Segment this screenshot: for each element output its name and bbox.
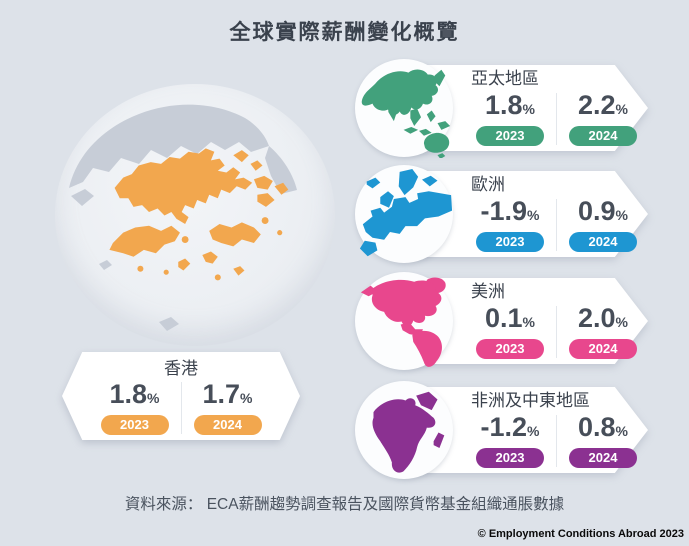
hong-kong-card: 香港 1.8% 2023 1.7% 2024	[62, 352, 300, 440]
asia-pacific-map	[361, 69, 451, 158]
divider	[556, 306, 557, 358]
values-row: -1.9% 2023 0.9% 2024	[467, 196, 649, 252]
card-content: 非洲及中東地區 -1.2% 2023 0.8% 2024	[467, 391, 649, 468]
percent-sign: %	[615, 101, 628, 117]
value-number: -1.9	[480, 196, 528, 226]
world-map-fragment	[69, 104, 297, 331]
africa-middle-east-land	[372, 391, 445, 473]
year-badge-2024: 2024	[569, 126, 637, 146]
value-column-2023: -1.2% 2023	[467, 412, 553, 468]
americas-map	[360, 277, 446, 367]
year-badge-2023: 2023	[476, 339, 544, 359]
percent-sign: %	[240, 390, 253, 406]
region-name: 亞太地區	[471, 69, 539, 88]
value-number: 0.8	[578, 412, 616, 442]
value-number: 0.9	[578, 196, 616, 226]
percent-sign: %	[522, 101, 535, 117]
hong-kong-territory	[109, 148, 289, 281]
value-2023: 1.8%	[467, 90, 553, 124]
percent-sign: %	[147, 390, 160, 406]
value-column-2024: 1.7% 2024	[185, 379, 271, 435]
value-2024: 0.9%	[560, 196, 646, 230]
value-number: 1.8	[109, 379, 148, 409]
value-column-2024: 2.0% 2024	[560, 303, 646, 359]
africa-middle-east-map	[372, 391, 445, 473]
value-column-2023: -1.9% 2023	[467, 196, 553, 252]
asia-pacific-land	[361, 69, 451, 158]
year-badge-2024: 2024	[569, 448, 637, 468]
world-land-gray	[69, 104, 297, 331]
value-number: -1.2	[480, 412, 528, 442]
value-number: 1.8	[485, 90, 523, 120]
region-card-asia-pacific: 亞太地區 1.8% 2023 2.2% 2024	[355, 58, 648, 158]
region-name: 美洲	[471, 282, 505, 301]
percent-sign: %	[615, 423, 628, 439]
year-badge-2024: 2024	[193, 415, 262, 435]
hong-kong-map	[109, 148, 289, 281]
copyright-note: © Employment Conditions Abroad 2023	[477, 528, 684, 540]
year-badge-2023: 2023	[476, 126, 544, 146]
values-row: 1.8% 2023 2.2% 2024	[467, 90, 649, 146]
percent-sign: %	[527, 423, 540, 439]
region-name: 香港	[164, 359, 198, 378]
percent-sign: %	[615, 207, 628, 223]
values-row: -1.2% 2023 0.8% 2024	[467, 412, 649, 468]
americas-land	[360, 277, 446, 367]
source-note: 資料來源： ECA薪酬趨勢調查報告及國際貨幣基金組織通脹數據	[124, 496, 565, 513]
year-badge-2023: 2023	[100, 415, 169, 435]
divider	[556, 199, 557, 251]
year-badge-2024: 2024	[569, 339, 637, 359]
divider	[556, 415, 557, 467]
year-badge-2024: 2024	[569, 232, 637, 252]
year-badge-2023: 2023	[476, 232, 544, 252]
europe-land	[359, 168, 453, 257]
value-number: 2.2	[578, 90, 616, 120]
region-card-americas: 美洲 0.1% 2023 2.0% 2024	[355, 271, 648, 371]
value-column-2024: 2.2% 2024	[560, 90, 646, 146]
value-number: 1.7	[202, 379, 241, 409]
values-row: 1.8% 2023 1.7% 2024	[62, 379, 300, 435]
region-name: 非洲及中東地區	[471, 391, 590, 410]
card-content: 亞太地區 1.8% 2023 2.2% 2024	[467, 69, 649, 146]
value-number: 2.0	[578, 303, 616, 333]
value-2023: -1.9%	[467, 196, 553, 230]
value-2024: 2.2%	[560, 90, 646, 124]
value-column-2023: 1.8% 2023	[467, 90, 553, 146]
europe-map	[359, 168, 453, 257]
globe	[55, 84, 335, 346]
region-card-europe: 歐洲 -1.9% 2023 0.9% 2024	[355, 164, 648, 264]
value-column-2023: 1.8% 2023	[92, 379, 178, 435]
percent-sign: %	[527, 207, 540, 223]
percent-sign: %	[522, 314, 535, 330]
values-row: 0.1% 2023 2.0% 2024	[467, 303, 649, 359]
value-2023: 1.8%	[92, 379, 178, 413]
value-2024: 2.0%	[560, 303, 646, 337]
region-name: 歐洲	[471, 175, 505, 194]
value-column-2023: 0.1% 2023	[467, 303, 553, 359]
card-content: 歐洲 -1.9% 2023 0.9% 2024	[467, 175, 649, 252]
page-title: 全球實際薪酬變化概覽	[229, 21, 460, 44]
divider	[180, 382, 182, 434]
value-2023: 0.1%	[467, 303, 553, 337]
percent-sign: %	[615, 314, 628, 330]
value-2024: 1.7%	[185, 379, 271, 413]
hong-kong-card-content: 香港 1.8% 2023 1.7% 2024	[62, 352, 300, 440]
value-2024: 0.8%	[560, 412, 646, 446]
region-card-africa-middle-east: 非洲及中東地區 -1.2% 2023 0.8% 2024	[355, 380, 648, 480]
year-badge-2023: 2023	[476, 448, 544, 468]
value-column-2024: 0.8% 2024	[560, 412, 646, 468]
divider	[556, 93, 557, 145]
value-number: 0.1	[485, 303, 523, 333]
value-2023: -1.2%	[467, 412, 553, 446]
card-content: 美洲 0.1% 2023 2.0% 2024	[467, 282, 649, 359]
value-column-2024: 0.9% 2024	[560, 196, 646, 252]
